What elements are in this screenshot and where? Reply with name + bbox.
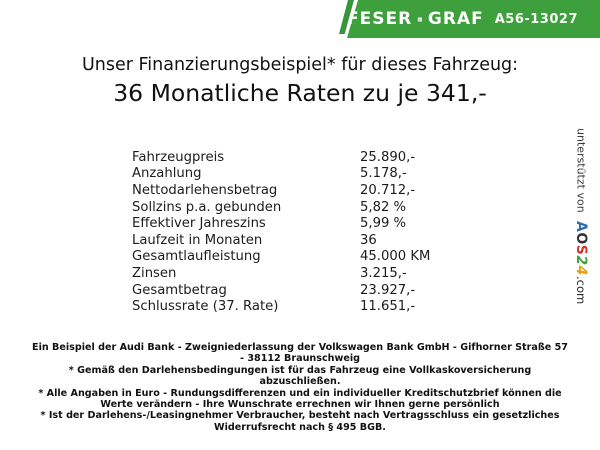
finance-row: Schlussrate (37. Rate) 11.651,-	[132, 298, 472, 315]
legal-footnotes: Ein Beispiel der Audi Bank - Zweignieder…	[30, 342, 570, 433]
finance-label: Gesamtlaufleistung	[132, 249, 261, 265]
finance-label: Nettodarlehensbetrag	[132, 182, 278, 198]
finance-value: 36	[360, 232, 377, 248]
finance-value: 20.712,-	[360, 182, 416, 198]
finance-label: Zinsen	[132, 265, 177, 281]
finance-value: 25.890,-	[360, 149, 416, 165]
finance-row: Gesamtbetrag 23.927,-	[132, 282, 472, 299]
aos24-logo-letter: S	[573, 244, 589, 256]
finance-label: Fahrzeugpreis	[132, 149, 225, 165]
finance-value: 5.178,-	[360, 166, 407, 182]
brand-banner: FESER GRAF A56-13027	[347, 0, 600, 38]
brand-name-graf: GRAF	[427, 9, 484, 29]
finance-value: 5,82 %	[360, 199, 407, 215]
footnote-line: * Gemäß den Darlehensbedingungen ist für…	[68, 364, 532, 388]
aos24-logo: AOS24	[573, 221, 589, 276]
finance-row: Gesamtlaufleistung 45.000 KM	[132, 249, 472, 266]
aos24-logo-letter: 4	[573, 265, 589, 276]
finance-row: Anzahlung 5.178,-	[132, 166, 472, 183]
finance-value: 45.000 KM	[360, 249, 431, 265]
finance-row: Nettodarlehensbetrag 20.712,-	[132, 182, 472, 199]
aos24-logo-letter: 2	[573, 255, 589, 266]
footnote-line: Ein Beispiel der Audi Bank - Zweignieder…	[32, 342, 568, 365]
supporter-sidebar: unterstützt von AOS24 .com	[566, 128, 596, 338]
finance-value: 23.927,-	[360, 282, 416, 298]
rate-subtitle: 36 Monatliche Raten zu je 341,-	[113, 79, 487, 107]
finance-value: 11.651,-	[360, 299, 416, 315]
supporter-domain-suffix: .com	[574, 275, 588, 304]
finance-label: Anzahlung	[132, 166, 202, 182]
vehicle-code: A56-13027	[494, 11, 578, 27]
finance-row: Sollzins p.a. gebunden 5,82 %	[132, 199, 472, 216]
page-title: Unser Finanzierungsbeispiel* für dieses …	[81, 55, 519, 75]
finance-row: Effektiver Jahreszins 5,99 %	[132, 215, 472, 232]
finance-row: Laufzeit in Monaten 36	[132, 232, 472, 249]
aos24-logo-letter: O	[573, 232, 589, 245]
finance-label: Laufzeit in Monaten	[132, 232, 263, 248]
finance-label: Gesamtbetrag	[132, 282, 227, 298]
finance-label: Effektiver Jahreszins	[132, 216, 266, 232]
finance-value: 5,99 %	[360, 216, 407, 232]
finance-row: Zinsen 3.215,-	[132, 265, 472, 282]
footnote-line: * Alle Angaben in Euro - Rundungsdiffere…	[38, 387, 562, 411]
supporter-prefix: unterstützt von	[574, 128, 588, 213]
footnote-line: * Ist der Darlehens-/Leasingnehmer Verbr…	[40, 410, 560, 433]
clover-icon	[418, 16, 423, 22]
aos24-logo-letter: A	[573, 220, 589, 233]
brand-name-feser: FESER	[347, 9, 413, 29]
finance-row: Fahrzeugpreis 25.890,-	[132, 149, 472, 166]
finance-value: 3.215,-	[360, 265, 407, 281]
finance-table: Fahrzeugpreis 25.890,- Anzahlung 5.178,- Net…	[132, 149, 472, 315]
finance-label: Schlussrate (37. Rate)	[132, 299, 279, 315]
finance-label: Sollzins p.a. gebunden	[132, 199, 282, 215]
